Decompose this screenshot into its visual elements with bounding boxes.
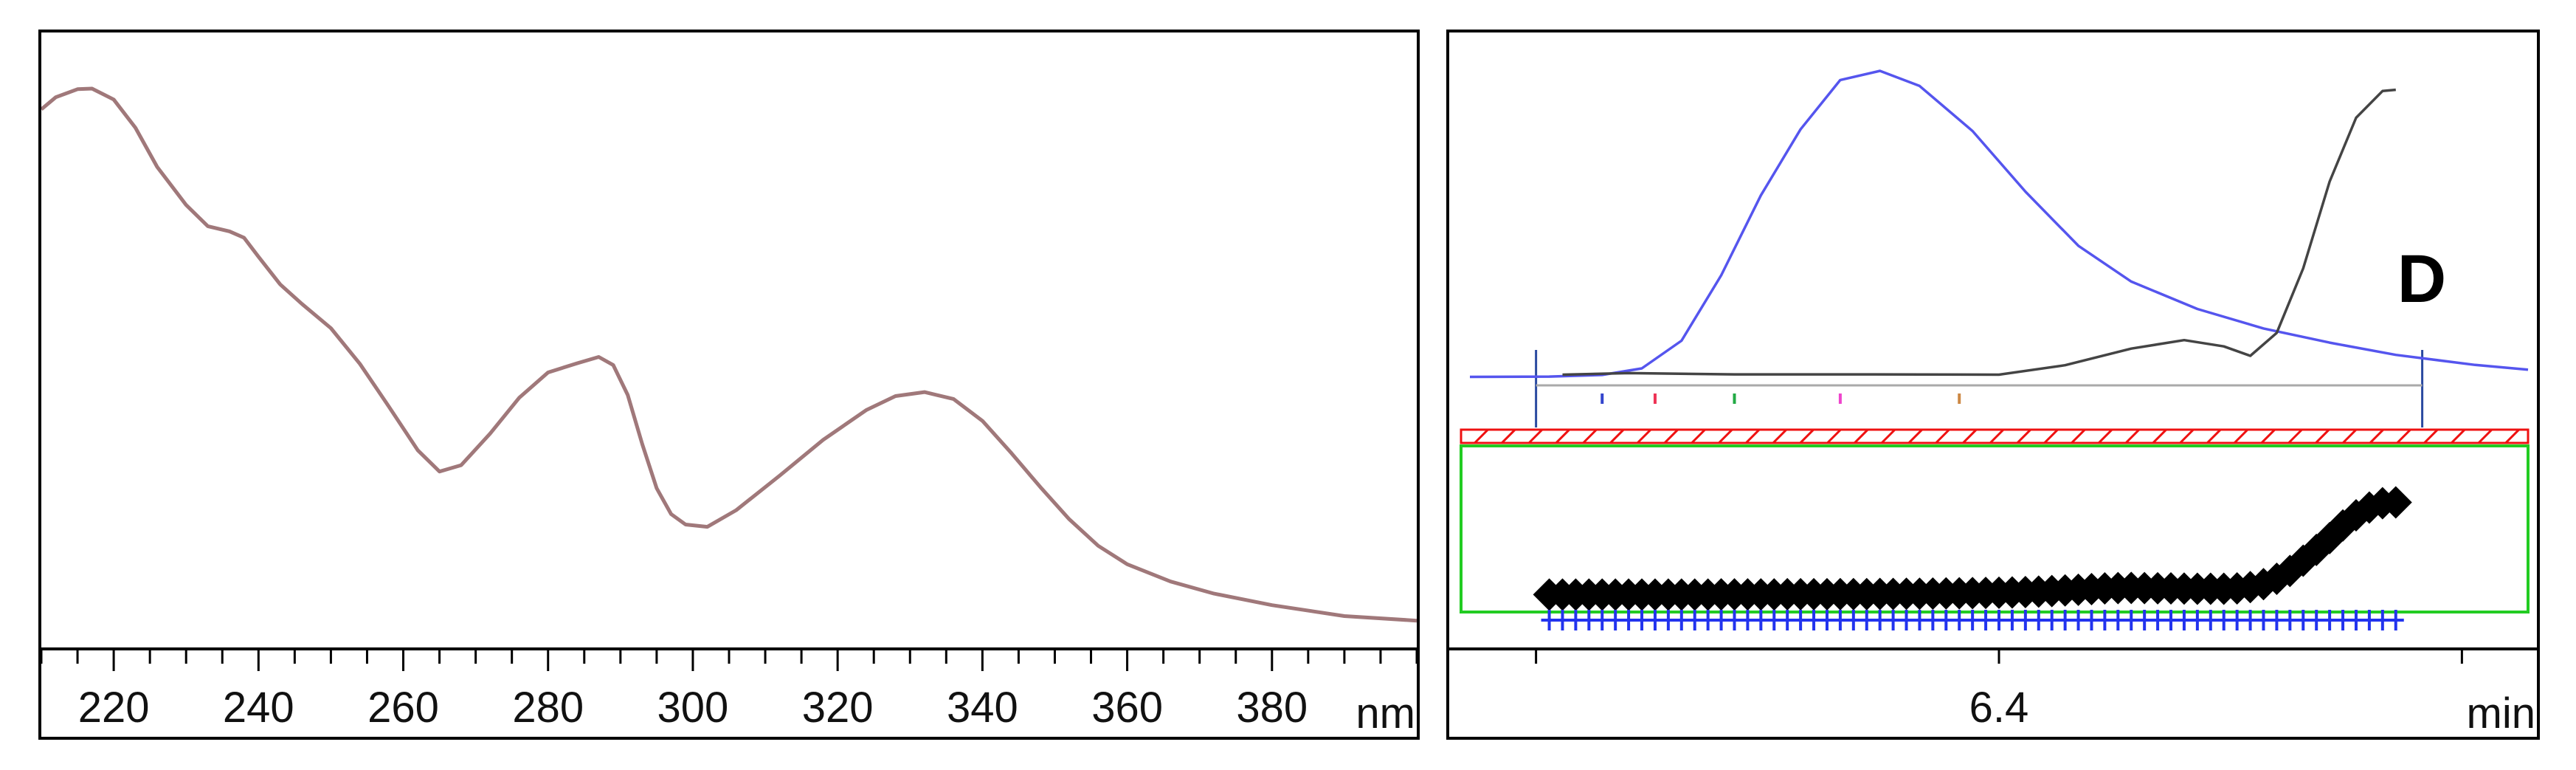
threshold-point	[2387, 610, 2404, 630]
x-tick-label: 240	[223, 684, 294, 732]
x-tick-label: 320	[802, 684, 874, 732]
uv-spectrum-line	[41, 86, 1417, 623]
peak-annotation-label: D	[2397, 241, 2446, 317]
purity-threshold-bar	[1460, 428, 2530, 444]
x-tick-label: 6.4	[1969, 684, 2029, 732]
x-tick-label: 340	[947, 684, 1018, 732]
similarity-point	[2273, 554, 2307, 588]
similarity-point	[2379, 486, 2412, 519]
similarity-box	[1460, 444, 2530, 613]
x-tick-label: 260	[367, 684, 439, 732]
purity-curve-line	[1562, 88, 2396, 377]
uv-spectrum-chart: 220 240 260 280 300 320 340 360 380 nm	[41, 86, 1417, 737]
chromatogram-chart: 6.4 min D	[1449, 69, 2537, 737]
x-tick-label: 300	[657, 684, 729, 732]
x-tick-label: 220	[78, 684, 150, 732]
similarity-point	[2339, 499, 2372, 532]
x-tick-label: 280	[512, 684, 584, 732]
chromatogram-panel: 6.4 min D	[1446, 30, 2540, 740]
chromatogram-line	[1469, 69, 2529, 379]
x-unit-label: nm	[1356, 690, 1415, 737]
uv-spectrum-panel: 220 240 260 280 300 320 340 360 380 nm	[38, 30, 1420, 740]
x-tick-label: 360	[1091, 684, 1163, 732]
x-unit-label: min	[2467, 690, 2535, 737]
x-tick-label: 380	[1236, 684, 1308, 732]
